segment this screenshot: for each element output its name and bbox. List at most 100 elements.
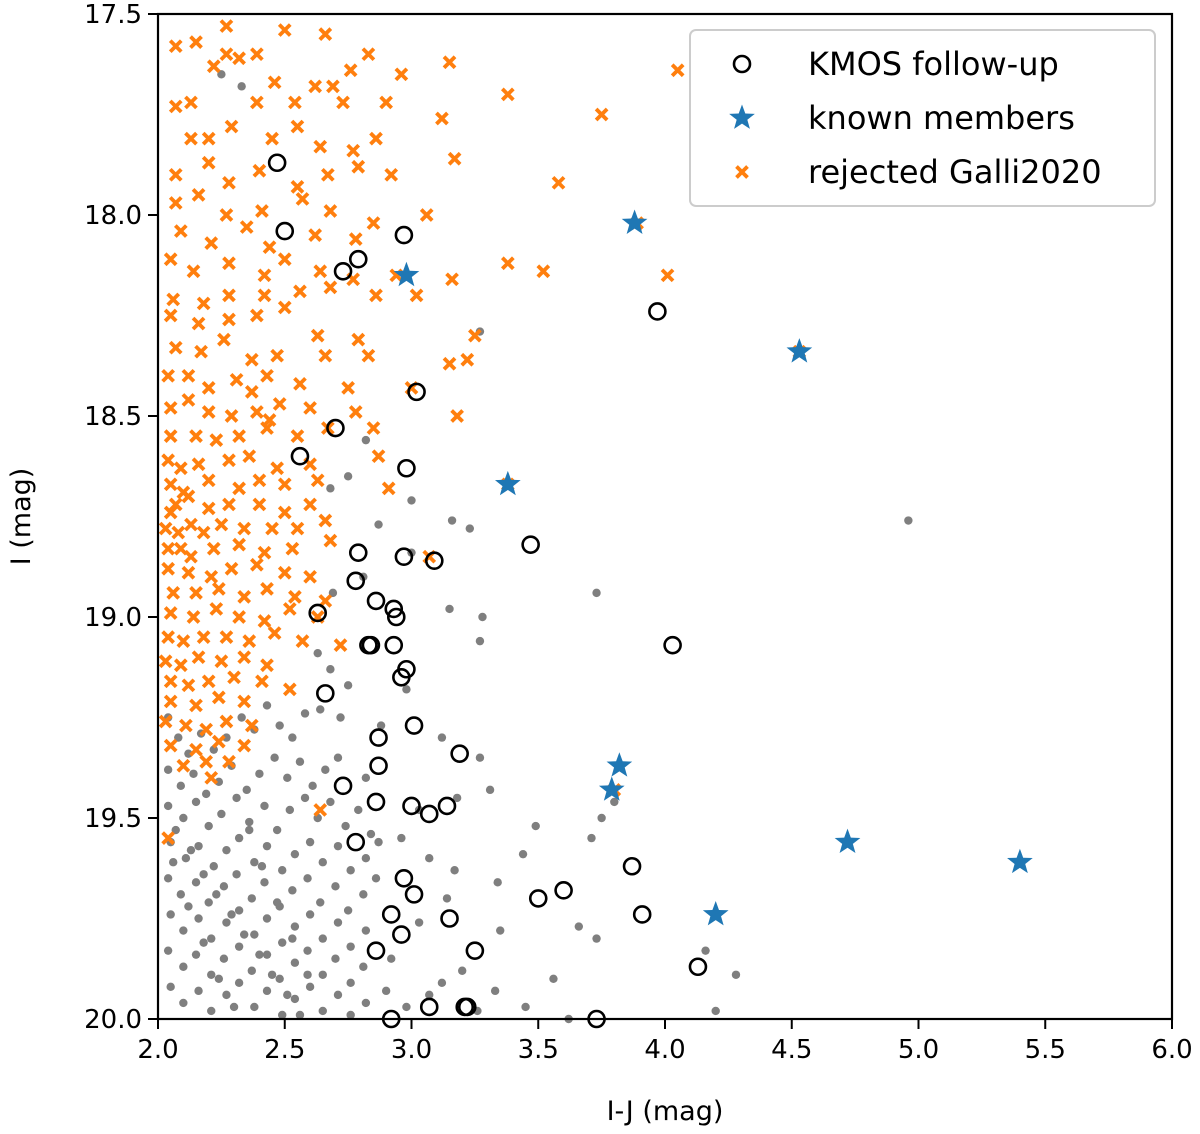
field-sources-point xyxy=(354,805,363,815)
field-sources-point xyxy=(336,713,345,722)
rejected-galli2020-point xyxy=(232,537,246,552)
field-sources-point xyxy=(518,849,528,859)
x-tick-label: 4.0 xyxy=(644,1035,685,1065)
rejected-galli2020-point xyxy=(366,421,381,435)
rejected-galli2020-point xyxy=(290,180,305,194)
rejected-galli2020-point xyxy=(257,614,272,628)
kmos-follow-up-point xyxy=(333,261,353,281)
rejected-galli2020-point xyxy=(214,654,229,669)
field-sources-point xyxy=(250,858,259,867)
rejected-galli2020-point xyxy=(244,718,259,733)
field-sources-point xyxy=(437,733,447,742)
field-sources-point xyxy=(333,841,343,851)
field-sources-point xyxy=(333,990,343,1000)
rejected-galli2020-point xyxy=(255,204,269,218)
rejected-galli2020-point xyxy=(201,501,216,516)
rejected-galli2020-point xyxy=(277,505,292,520)
rejected-galli2020-point xyxy=(237,694,252,709)
legend-marker-kmos-follow-up xyxy=(732,54,752,74)
field-sources-point xyxy=(387,954,396,963)
rejected-galli2020-point xyxy=(369,288,383,303)
rejected-galli2020-point xyxy=(181,565,196,580)
field-sources-point xyxy=(303,970,312,979)
field-sources-point xyxy=(275,721,284,730)
rejected-galli2020-point xyxy=(371,449,386,464)
field-sources-point xyxy=(250,1002,259,1012)
field-sources-point xyxy=(283,773,292,782)
rejected-galli2020-point xyxy=(351,332,366,347)
field-sources-point xyxy=(305,982,315,992)
field-sources-point xyxy=(478,612,487,622)
field-sources-point xyxy=(521,1002,530,1012)
rejected-galli2020-point xyxy=(346,143,361,158)
rejected-galli2020-point xyxy=(343,63,358,78)
rejected-galli2020-point xyxy=(201,674,216,689)
rejected-galli2020-point xyxy=(232,610,246,624)
field-sources-point xyxy=(272,898,282,907)
rejected-galli2020-point xyxy=(224,119,239,134)
kmos-follow-up-point xyxy=(437,796,457,816)
kmos-follow-up-point xyxy=(407,382,426,402)
rejected-galli2020-point xyxy=(163,429,178,443)
rejected-galli2020-point xyxy=(270,348,284,363)
field-sources-point xyxy=(262,841,272,851)
rejected-galli2020-point xyxy=(267,626,282,640)
field-sources-point xyxy=(731,970,741,979)
field-sources-point xyxy=(260,878,269,887)
rejected-galli2020-point xyxy=(303,569,317,584)
field-sources-point xyxy=(234,942,244,951)
field-sources-point xyxy=(186,845,196,855)
field-sources-point xyxy=(278,866,287,875)
field-sources-point xyxy=(447,516,457,525)
rejected-galli2020-point xyxy=(500,87,515,102)
field-sources-point xyxy=(209,745,218,754)
field-sources-point xyxy=(326,484,335,493)
field-sources-point xyxy=(592,934,601,943)
kmos-follow-up-point xyxy=(404,716,424,735)
field-sources-point xyxy=(496,926,505,935)
field-sources-point xyxy=(288,733,297,742)
rejected-galli2020-point xyxy=(173,224,188,238)
rejected-galli2020-point xyxy=(168,340,183,355)
rejected-galli2020-point xyxy=(282,682,297,697)
kmos-follow-up-point xyxy=(419,997,439,1017)
rejected-galli2020-point xyxy=(250,405,264,419)
kmos-follow-up-point xyxy=(394,225,414,245)
field-sources-point xyxy=(257,862,267,871)
field-sources-point xyxy=(318,1006,327,1016)
field-sources-point xyxy=(169,858,178,867)
rejected-galli2020-point xyxy=(257,288,272,303)
rejected-galli2020-point xyxy=(257,545,272,560)
field-sources-point xyxy=(288,934,297,943)
field-sources-point xyxy=(442,894,452,903)
rejected-galli2020-point xyxy=(199,722,214,737)
rejected-galli2020-point xyxy=(173,461,188,476)
field-sources-point xyxy=(245,817,254,827)
rejected-galli2020-point xyxy=(303,401,317,415)
kmos-follow-up-point xyxy=(348,543,368,562)
field-sources-point xyxy=(361,998,371,1008)
rejected-galli2020-point xyxy=(201,405,216,419)
rejected-galli2020-point xyxy=(250,95,264,110)
rejected-galli2020-point xyxy=(189,742,203,757)
rejected-galli2020-point xyxy=(229,372,244,387)
rejected-galli2020-point xyxy=(219,714,234,729)
kmos-follow-up-point xyxy=(392,925,411,944)
y-axis-label: I (mag) xyxy=(6,468,37,566)
kmos-follow-up-point xyxy=(267,153,287,173)
rejected-galli2020-point xyxy=(191,650,206,665)
kmos-follow-up-point xyxy=(386,607,406,627)
legend-box xyxy=(689,29,1156,207)
x-tick-label: 5.5 xyxy=(1025,1035,1066,1065)
legend-label-known-members: known members xyxy=(808,99,1075,137)
rejected-galli2020-point xyxy=(272,397,287,411)
rejected-galli2020-point xyxy=(445,272,459,287)
field-sources-point xyxy=(262,950,272,959)
rejected-galli2020-point xyxy=(348,232,363,246)
y-tick-label: 20.0 xyxy=(84,1005,142,1035)
rejected-galli2020-point xyxy=(361,47,376,62)
rejected-galli2020-point xyxy=(313,139,328,154)
kmos-follow-up-point xyxy=(366,792,386,812)
field-sources-point xyxy=(222,845,231,855)
rejected-galli2020-point xyxy=(244,352,259,367)
